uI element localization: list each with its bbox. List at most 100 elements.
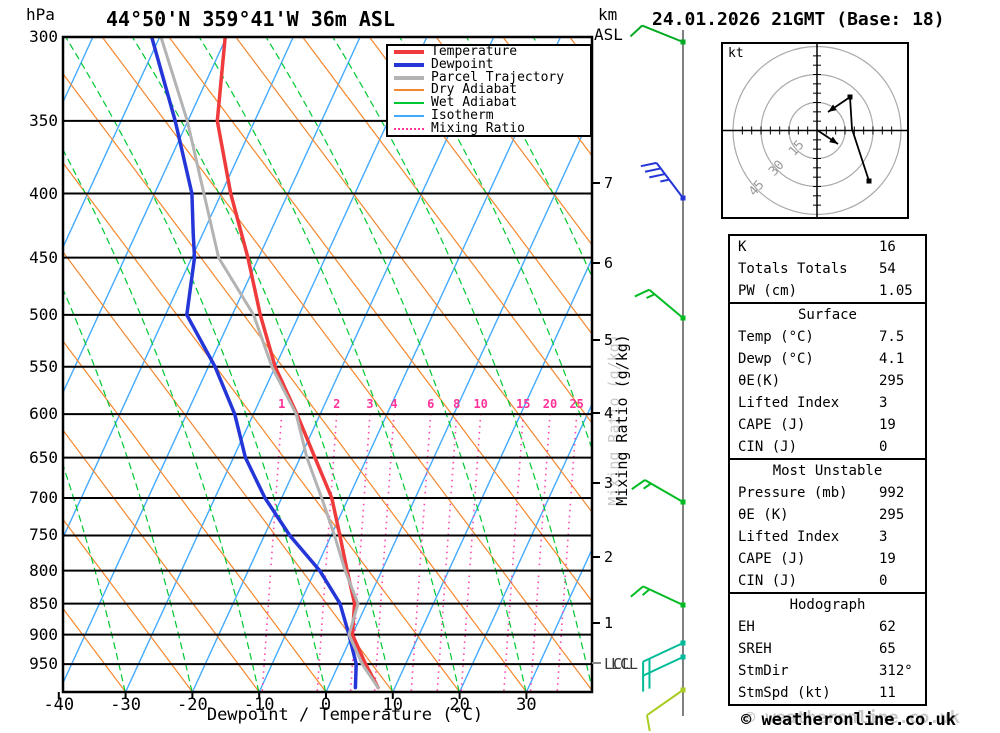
stats-value: 54 bbox=[879, 261, 896, 277]
stats-value: 1.05 bbox=[879, 283, 913, 299]
mixing-ratio-value-label: 1 bbox=[278, 397, 286, 411]
dry-adiabat-line bbox=[168, 37, 592, 603]
plot-frame bbox=[57, 35, 601, 699]
stats-label: CAPE (J) bbox=[738, 417, 806, 433]
stats-value: 11 bbox=[879, 685, 896, 701]
stats-row: Pressure (mb) 992 bbox=[730, 482, 925, 504]
mixing-ratio-value-label: 8 bbox=[453, 397, 461, 411]
lcl-label-echo: LCL bbox=[611, 655, 639, 673]
wind-barb-shaft bbox=[642, 642, 684, 663]
temp-tick-label: 20 bbox=[449, 695, 470, 715]
series-parcel-trajectory bbox=[159, 37, 380, 690]
stats-value: 295 bbox=[879, 507, 905, 523]
wind-barb-tick-full bbox=[645, 715, 651, 732]
pressure-tick-label: 750 bbox=[29, 525, 58, 545]
wind-barb-column bbox=[629, 24, 686, 732]
legend-label: Wet Adiabat bbox=[431, 95, 518, 111]
mixing-ratio-value-label: 6 bbox=[427, 397, 435, 411]
legend-item: Dewpoint bbox=[388, 58, 590, 71]
stats-row: CIN (J) 0 bbox=[730, 570, 925, 592]
stats-value: 3 bbox=[879, 395, 888, 411]
stats-row: CIN (J) 0 bbox=[730, 436, 925, 458]
stats-value: 3 bbox=[879, 529, 888, 545]
stats-label: Dewp (°C) bbox=[738, 351, 814, 367]
stats-label: EH bbox=[738, 619, 755, 635]
stats-value: 312° bbox=[879, 663, 913, 679]
dry-adiabat-line bbox=[302, 37, 592, 425]
mixing-ratio-line bbox=[503, 413, 525, 692]
mixing-ratio-axis-label: Mixing Ratio (g/kg) bbox=[613, 334, 631, 506]
stats-label: CIN (J) bbox=[738, 573, 798, 589]
hodograph-arrowhead bbox=[829, 136, 838, 144]
temperature-axis-label: Dewpoint / Temperature (°C) bbox=[206, 705, 484, 725]
stats-value: 4.1 bbox=[879, 351, 905, 367]
dry-adiabat-line bbox=[63, 518, 193, 692]
stats-value: 0 bbox=[879, 573, 888, 589]
temp-tick-label: 0 bbox=[320, 695, 332, 715]
pressure-tick-label: 700 bbox=[29, 487, 58, 507]
mixing-ratio-line bbox=[373, 413, 395, 692]
hodograph-marker bbox=[866, 178, 872, 184]
stats-value: 19 bbox=[879, 551, 896, 567]
temp-tick-label: -20 bbox=[177, 695, 208, 715]
pressure-tick-label: 600 bbox=[29, 404, 58, 424]
copyright-echo: © weatheronline.co.uk bbox=[745, 708, 960, 728]
dry-adiabat-line bbox=[435, 37, 592, 246]
stats-row: Lifted Index 3 bbox=[730, 392, 925, 414]
stats-section: Surface Temp (°C) 7.5 Dewp (°C) 4.1 θE(K) 295 L… bbox=[730, 302, 925, 458]
wind-barb bbox=[630, 585, 686, 608]
isotherm-line bbox=[458, 402, 592, 692]
stats-section-header: Surface bbox=[797, 307, 857, 323]
stats-label: CIN (J) bbox=[738, 439, 798, 455]
wet-adiabat-line bbox=[63, 287, 193, 692]
lcl-label: LCL bbox=[604, 655, 632, 673]
legend-item: Temperature bbox=[388, 45, 590, 58]
legend-swatch bbox=[394, 127, 424, 130]
wind-barb-tick-full bbox=[640, 161, 657, 168]
stats-row: CAPE (J) 19 bbox=[730, 414, 925, 436]
datetime-label: 24.01.2026 21GMT (Base: 18) bbox=[652, 9, 945, 30]
km-tick-label: 6 bbox=[604, 254, 614, 272]
stats-value: 65 bbox=[879, 641, 896, 657]
altitude-axis-unit: km bbox=[598, 5, 618, 24]
skewt-grid bbox=[63, 37, 592, 692]
stats-table: K 16 Totals Totals 54 PW (cm) 1.05 Surface Temp… bbox=[728, 234, 927, 706]
legend-item: Wet Adiabat bbox=[388, 95, 590, 111]
pressure-tick-label: 400 bbox=[29, 183, 58, 203]
legend-swatch bbox=[394, 89, 424, 92]
isotherm-line bbox=[63, 37, 294, 540]
legend-item: Parcel Trajectory bbox=[388, 71, 590, 84]
wind-barb-tick-half bbox=[660, 178, 670, 183]
km-tick-label: 7 bbox=[604, 174, 614, 192]
wind-barb-shaft bbox=[641, 24, 684, 43]
copyright: © weatheronline.co.uk bbox=[741, 710, 956, 730]
stats-row: Totals Totals 54 bbox=[730, 258, 925, 280]
hodograph-unit-label: kt bbox=[728, 46, 744, 61]
dry-adiabat-line bbox=[63, 429, 260, 692]
stats-value: 992 bbox=[879, 485, 905, 501]
mixing-ratio-value-label: 15 bbox=[516, 397, 531, 411]
stats-value: 62 bbox=[879, 619, 896, 635]
hodograph-arrowhead bbox=[828, 104, 837, 112]
legend-item: Isotherm bbox=[388, 109, 590, 122]
wind-barb-shaft bbox=[642, 585, 684, 606]
pressure-tick-label: 350 bbox=[29, 110, 58, 130]
mixing-ratio-value-label: 10 bbox=[473, 397, 488, 411]
pressure-tick-label: 450 bbox=[29, 247, 58, 267]
legend-swatch bbox=[394, 102, 424, 105]
stats-label: StmDir bbox=[738, 663, 789, 679]
legend: Temperature Dewpoint Parcel Trajectory Dry … bbox=[386, 44, 592, 137]
pressure-tick-label: 900 bbox=[29, 624, 58, 644]
legend-label: Dry Adiabat bbox=[431, 82, 518, 98]
wind-barb-tick-full bbox=[629, 24, 643, 38]
temp-tick-label: -30 bbox=[110, 695, 141, 715]
stats-section: Most Unstable Pressure (mb) 992 θE (K) 295 Li… bbox=[730, 458, 925, 592]
altitude-axis-unit2: ASL bbox=[594, 25, 623, 44]
stats-label: Temp (°C) bbox=[738, 329, 814, 345]
stats-label: Pressure (mb) bbox=[738, 485, 848, 501]
temp-tick-label: 10 bbox=[382, 695, 404, 715]
wind-barb-base-dot bbox=[680, 640, 686, 646]
isotherm-line bbox=[63, 37, 228, 395]
stats-label: K bbox=[738, 239, 747, 255]
